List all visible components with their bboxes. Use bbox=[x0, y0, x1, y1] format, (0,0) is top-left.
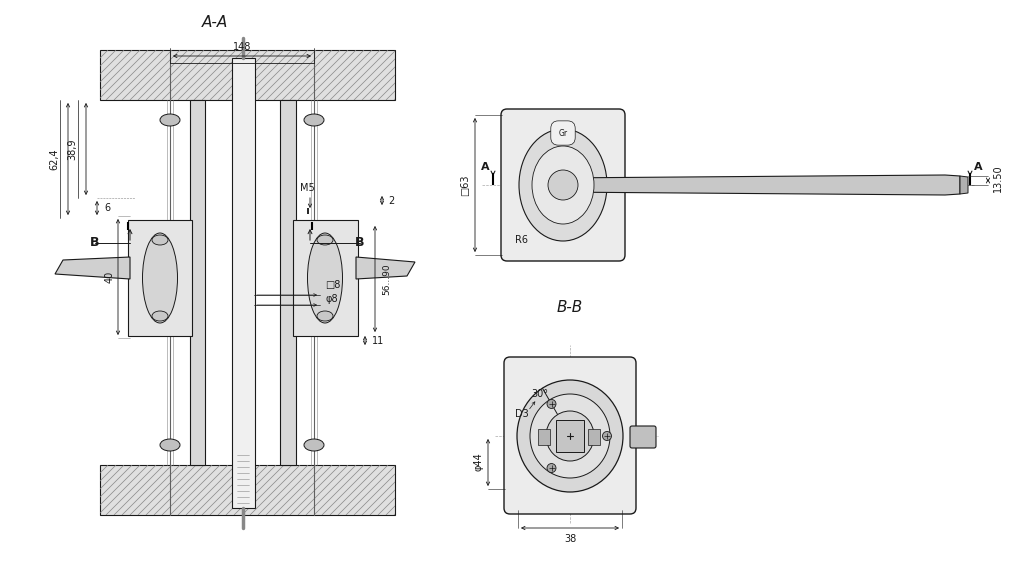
Ellipse shape bbox=[152, 311, 168, 321]
Text: 148: 148 bbox=[233, 42, 251, 52]
Ellipse shape bbox=[517, 380, 623, 492]
Text: 13.50: 13.50 bbox=[993, 164, 1003, 192]
Text: A: A bbox=[973, 162, 983, 172]
Polygon shape bbox=[190, 100, 205, 465]
Text: □8: □8 bbox=[325, 280, 340, 290]
Text: B-B: B-B bbox=[557, 301, 583, 315]
Text: □63: □63 bbox=[460, 175, 470, 196]
Text: φ8: φ8 bbox=[325, 294, 337, 304]
Text: D3: D3 bbox=[516, 409, 529, 419]
Text: 56...90: 56...90 bbox=[382, 263, 391, 295]
Text: 11: 11 bbox=[372, 336, 384, 346]
FancyBboxPatch shape bbox=[630, 426, 656, 448]
Polygon shape bbox=[293, 220, 358, 336]
Polygon shape bbox=[232, 58, 255, 508]
Circle shape bbox=[547, 463, 556, 472]
Bar bbox=[538, 429, 550, 445]
Text: φ44: φ44 bbox=[473, 453, 483, 471]
Ellipse shape bbox=[548, 170, 578, 200]
Polygon shape bbox=[100, 465, 395, 515]
FancyBboxPatch shape bbox=[501, 109, 625, 261]
Polygon shape bbox=[55, 257, 130, 279]
Polygon shape bbox=[960, 176, 968, 194]
Ellipse shape bbox=[143, 233, 177, 323]
Bar bbox=[556, 420, 585, 452]
Text: R6: R6 bbox=[515, 235, 528, 245]
Text: B: B bbox=[90, 236, 99, 249]
Ellipse shape bbox=[308, 233, 342, 323]
Text: 62,4: 62,4 bbox=[49, 148, 59, 170]
Ellipse shape bbox=[304, 114, 324, 126]
Polygon shape bbox=[100, 50, 395, 100]
Bar bbox=[588, 429, 600, 445]
Text: A: A bbox=[481, 162, 489, 172]
Ellipse shape bbox=[317, 311, 333, 321]
Polygon shape bbox=[553, 175, 960, 195]
Ellipse shape bbox=[519, 129, 607, 241]
Polygon shape bbox=[280, 100, 296, 465]
Text: A-A: A-A bbox=[202, 15, 228, 30]
Text: 2: 2 bbox=[388, 196, 394, 206]
Polygon shape bbox=[128, 220, 192, 336]
Ellipse shape bbox=[530, 394, 610, 478]
Text: 38: 38 bbox=[564, 534, 576, 544]
Text: B: B bbox=[356, 236, 365, 249]
Ellipse shape bbox=[152, 235, 168, 245]
Ellipse shape bbox=[532, 146, 594, 224]
Circle shape bbox=[547, 400, 556, 409]
Ellipse shape bbox=[304, 439, 324, 451]
Text: Gr: Gr bbox=[558, 128, 567, 137]
Ellipse shape bbox=[160, 439, 180, 451]
Ellipse shape bbox=[160, 114, 180, 126]
Text: 6: 6 bbox=[104, 203, 110, 213]
Text: M5: M5 bbox=[300, 183, 315, 193]
Text: 38,9: 38,9 bbox=[67, 138, 77, 160]
Ellipse shape bbox=[317, 235, 333, 245]
Circle shape bbox=[603, 431, 612, 440]
Polygon shape bbox=[356, 257, 415, 279]
Text: 30°: 30° bbox=[532, 389, 548, 399]
FancyBboxPatch shape bbox=[504, 357, 636, 514]
Ellipse shape bbox=[546, 411, 594, 461]
Text: 40: 40 bbox=[105, 271, 115, 283]
